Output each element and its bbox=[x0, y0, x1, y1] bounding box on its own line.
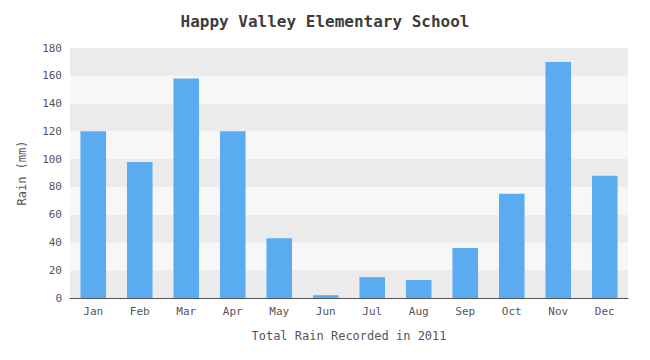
svg-text:Oct: Oct bbox=[502, 305, 522, 318]
svg-text:Jul: Jul bbox=[362, 305, 382, 318]
svg-text:100: 100 bbox=[42, 153, 62, 166]
svg-text:Dec: Dec bbox=[595, 305, 615, 318]
svg-text:140: 140 bbox=[42, 97, 62, 110]
svg-text:May: May bbox=[269, 305, 289, 318]
svg-text:120: 120 bbox=[42, 125, 62, 138]
svg-text:Nov: Nov bbox=[548, 305, 568, 318]
svg-text:Jan: Jan bbox=[83, 305, 103, 318]
svg-text:20: 20 bbox=[49, 264, 62, 277]
svg-text:40: 40 bbox=[49, 236, 62, 249]
svg-text:160: 160 bbox=[42, 69, 62, 82]
svg-text:Happy Valley Elementary School: Happy Valley Elementary School bbox=[181, 12, 470, 31]
svg-text:180: 180 bbox=[42, 42, 62, 55]
svg-text:Aug: Aug bbox=[409, 305, 429, 318]
svg-text:80: 80 bbox=[49, 180, 62, 193]
svg-text:60: 60 bbox=[49, 208, 62, 221]
svg-text:Total Rain Recorded in 2011: Total Rain Recorded in 2011 bbox=[251, 329, 446, 343]
svg-text:Apr: Apr bbox=[223, 305, 243, 318]
svg-text:Mar: Mar bbox=[176, 305, 196, 318]
svg-text:Sep: Sep bbox=[455, 305, 475, 318]
svg-text:Rain (mm): Rain (mm) bbox=[15, 140, 29, 205]
svg-text:0: 0 bbox=[55, 292, 62, 305]
svg-text:Jun: Jun bbox=[316, 305, 336, 318]
svg-text:Feb: Feb bbox=[130, 305, 150, 318]
